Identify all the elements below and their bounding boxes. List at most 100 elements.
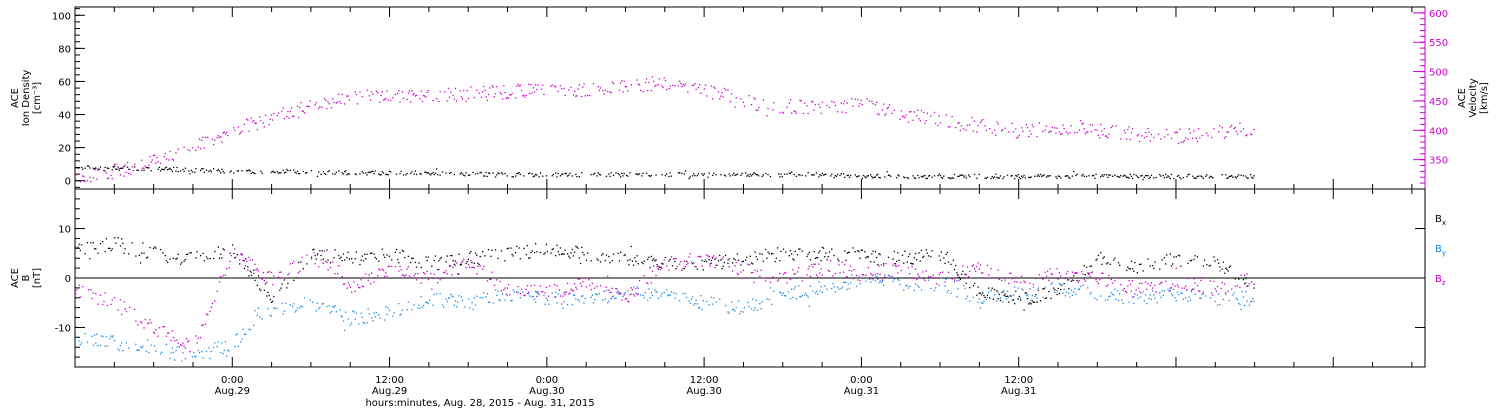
data-point	[610, 297, 612, 300]
data-point	[303, 297, 306, 299]
data-point	[169, 167, 171, 169]
data-point	[612, 174, 615, 176]
data-point	[821, 246, 823, 249]
data-point	[1170, 287, 1173, 289]
data-point	[1108, 174, 1110, 176]
data-point	[750, 262, 753, 264]
data-point	[720, 259, 722, 261]
data-point	[1234, 285, 1236, 287]
data-point	[988, 291, 990, 293]
data-point	[480, 96, 483, 98]
data-point	[510, 94, 512, 96]
data-point	[734, 106, 736, 108]
data-point	[1189, 299, 1191, 301]
data-point	[180, 170, 182, 172]
data-point	[925, 249, 927, 251]
data-point	[477, 172, 479, 175]
data-point	[772, 276, 774, 278]
data-point	[1176, 291, 1179, 293]
x-tick-date: Aug.30	[686, 386, 721, 397]
data-point	[808, 251, 810, 254]
data-point	[1047, 175, 1049, 177]
data-point	[1100, 252, 1102, 254]
data-point	[1082, 173, 1084, 176]
legend-item: Bz	[1435, 274, 1446, 287]
data-point	[609, 91, 611, 93]
data-point	[1242, 175, 1245, 177]
data-point	[135, 320, 137, 322]
data-point	[183, 345, 185, 347]
data-point	[138, 349, 140, 352]
data-point	[1155, 176, 1157, 179]
data-point	[1177, 254, 1180, 256]
data-point	[155, 247, 157, 249]
data-point	[261, 318, 263, 320]
data-point	[267, 271, 269, 273]
data-point	[1110, 126, 1112, 129]
data-point	[172, 159, 175, 161]
data-point	[341, 276, 343, 278]
data-point	[157, 161, 159, 163]
data-point	[896, 177, 898, 179]
data-point	[1108, 274, 1110, 277]
data-point	[670, 291, 672, 293]
data-point	[997, 123, 999, 125]
data-point	[697, 86, 700, 89]
data-point	[1150, 133, 1153, 136]
data-point	[927, 175, 930, 177]
data-point	[951, 177, 953, 179]
data-point	[953, 173, 956, 176]
data-point	[446, 255, 448, 257]
data-point	[141, 322, 143, 324]
data-point	[733, 172, 735, 174]
data-point	[792, 296, 794, 298]
data-point	[608, 255, 610, 258]
data-point	[1017, 136, 1019, 138]
data-point	[938, 273, 940, 276]
data-point	[1067, 133, 1069, 135]
data-point	[118, 168, 120, 170]
data-point	[519, 258, 521, 260]
data-point	[746, 175, 748, 177]
data-point	[478, 92, 480, 94]
data-point	[121, 238, 123, 240]
data-point	[342, 283, 345, 285]
data-point	[111, 336, 113, 338]
data-point	[239, 263, 241, 265]
data-point	[517, 172, 519, 174]
data-point	[813, 109, 815, 111]
data-point	[979, 122, 982, 124]
data-point	[183, 170, 185, 172]
data-point	[195, 149, 197, 152]
data-point	[1119, 264, 1121, 266]
data-point	[1063, 282, 1065, 285]
data-point	[897, 278, 899, 280]
data-point	[223, 131, 225, 133]
data-point	[484, 175, 486, 177]
data-point	[296, 170, 299, 173]
data-point	[222, 275, 224, 277]
data-point	[98, 168, 100, 170]
data-point	[542, 175, 544, 177]
data-point	[111, 248, 113, 250]
data-point	[786, 173, 788, 175]
data-point	[200, 255, 202, 257]
data-point	[999, 175, 1002, 177]
data-point	[237, 126, 240, 128]
data-point	[373, 173, 375, 175]
data-point	[413, 304, 415, 306]
data-point	[1093, 174, 1095, 177]
data-point	[1249, 174, 1252, 176]
data-point	[360, 259, 362, 261]
data-point	[175, 170, 177, 172]
data-point	[221, 257, 223, 259]
data-point	[159, 248, 162, 251]
data-point	[425, 171, 427, 173]
data-point	[411, 257, 413, 260]
data-point	[866, 98, 868, 100]
data-point	[115, 242, 117, 244]
data-point	[420, 282, 422, 284]
data-point	[256, 128, 258, 131]
data-point	[505, 293, 507, 295]
data-point	[561, 88, 563, 90]
